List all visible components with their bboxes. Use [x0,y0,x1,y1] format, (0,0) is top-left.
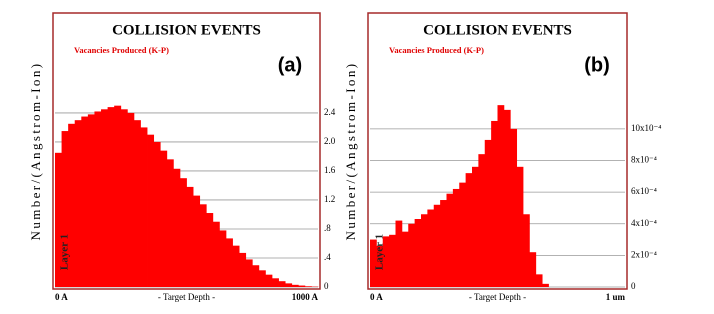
layer-label: Layer 1 [59,234,71,270]
bar [245,259,253,287]
y-tick-label: 10x10⁻⁴ [631,123,661,133]
bar [271,278,279,287]
bar [55,152,62,287]
bar [452,188,460,287]
bar [94,111,102,287]
y-tick-label: 2.0 [324,136,336,146]
layer-label: Layer 1 [374,234,386,270]
chart-subtitle: Vacancies Produced (K-P) [389,45,484,55]
bar [516,166,524,287]
bar [68,123,76,287]
bar [535,274,543,287]
bar [291,284,299,287]
bar [285,283,293,287]
bar [140,127,148,287]
panel-label: (b) [584,54,610,76]
y-tick-label: .4 [324,252,331,262]
bar [408,223,416,287]
bar [503,109,511,287]
bar [484,139,492,287]
bar [199,204,207,287]
x-tick-label: 1000 A [292,292,319,302]
bar [153,141,161,287]
bar [193,195,201,287]
bar [478,154,486,287]
bar [529,252,537,287]
bar [459,182,467,287]
bar [127,112,135,287]
bar [414,219,422,287]
x-tick-label: 0 A [370,292,383,302]
bar [446,193,454,287]
panel-label: (a) [278,54,302,76]
bar [87,114,95,287]
bar [304,286,312,287]
bar [206,213,214,287]
bar [166,159,174,287]
bar [427,209,435,287]
chart-subtitle: Vacancies Produced (K-P) [74,45,169,55]
bar [133,120,141,287]
bar [179,178,187,287]
bar [225,238,233,287]
y-tick-label: 1.2 [324,194,335,204]
bar [401,231,409,287]
chart-title: COLLISION EVENTS [112,22,261,38]
bar [421,214,428,287]
y-tick-label: 4x10⁻⁴ [631,218,657,228]
x-axis-label: - Target Depth - [469,292,526,302]
bar [252,265,260,287]
bar [239,252,247,287]
bar [160,150,168,287]
bar [472,166,479,287]
bar [120,109,128,287]
y-tick-label: 2.4 [324,107,336,117]
y-tick-label: 6x10⁻⁴ [631,186,657,196]
bar [265,274,273,287]
bar [61,131,69,287]
bar [147,134,155,287]
bar [258,270,266,287]
bar [101,109,108,287]
y-tick-label: 8x10⁻⁴ [631,155,657,165]
bar [465,173,473,287]
bar [440,200,447,287]
y-axis-label: Number/(Angstrom-Ion) [28,62,43,241]
y-tick-label: 2x10⁻⁴ [631,249,657,259]
x-axis-label: - Target Depth - [158,292,215,302]
bar [74,120,82,287]
bar [232,245,240,287]
y-tick-label: 0 [324,281,329,291]
bar [107,107,115,287]
bar [278,281,286,287]
bar [510,128,518,287]
x-tick-label: 0 A [55,292,68,302]
bar [389,234,396,287]
bar [114,105,122,288]
bar [382,236,390,287]
bar [370,239,377,287]
x-tick-label: 1 um [606,292,626,302]
bar [81,116,89,288]
bar [219,230,227,287]
y-tick-label: 0 [631,281,636,291]
bar [212,221,220,287]
y-tick-label: .8 [324,223,331,233]
bar [376,245,384,287]
bar [173,168,181,287]
y-tick-label: 1.6 [324,165,336,175]
bar [433,204,441,287]
bar [395,220,403,287]
bar [186,186,194,287]
y-axis-label: Number/(Angstrom-Ion) [343,62,358,241]
bar [523,214,530,287]
chart-title: COLLISION EVENTS [423,22,572,38]
bar [491,120,498,287]
bar [298,285,306,287]
bar [542,283,549,287]
bar [497,105,505,288]
